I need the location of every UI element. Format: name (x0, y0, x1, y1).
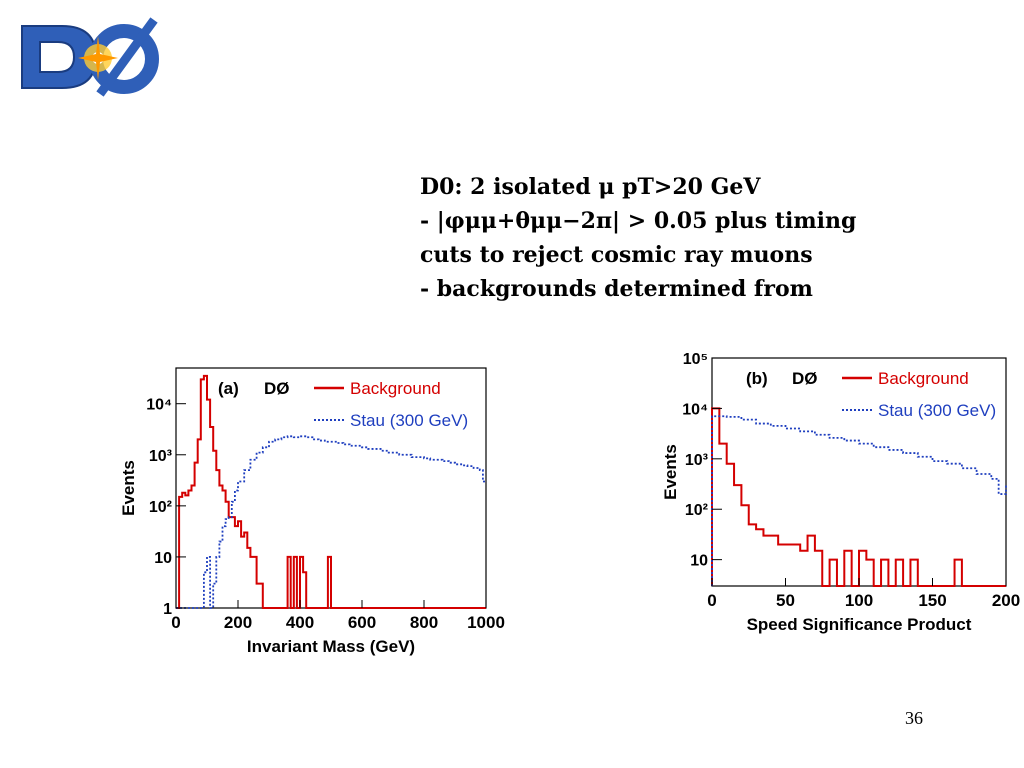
chart-a-ytick-label: 10³ (149, 448, 172, 465)
chart-speed-significance: 0 50 100 150 200 10 10² 10³ 10⁴ 10⁵ Speed Signific… (661, 352, 1020, 634)
chart-a-legend-label-background: Background (350, 379, 441, 398)
chart-b-xtick-label: 0 (707, 591, 716, 610)
chart-b-xtick-label: 150 (918, 591, 946, 610)
chart-a-ytick-label: 10 (154, 550, 172, 567)
chart-b-xtick-label: 100 (845, 591, 873, 610)
chart-a-xtick-label: 400 (286, 613, 314, 632)
chart-b-legend-label-stau: Stau (300 GeV) (878, 401, 996, 420)
chart-invariant-mass: 0 200 400 600 800 1000 1 10 10² 10³ 10⁴ Invariant M… (119, 367, 505, 656)
logo-slash (96, 17, 158, 97)
chart-a-xlabel: Invariant Mass (GeV) (247, 637, 415, 656)
chart-a-xtick-label: 800 (410, 613, 438, 632)
chart-a-ytick-label: 10⁴ (146, 397, 172, 414)
d0-logo: DØ (14, 14, 164, 100)
slide-text-line-4: - backgrounds determined from (420, 276, 813, 302)
chart-a-xtick-label: 200 (224, 613, 252, 632)
chart-b-ytick-label: 10 (690, 553, 708, 570)
chart-b-xtick-label: 200 (992, 591, 1020, 610)
slide-text-block: D0: 2 isolated μ pT>20 GeV - |φμμ+θμμ−2π… (420, 170, 980, 306)
chart-a-series-background (176, 374, 486, 609)
page-number: 36 (905, 708, 923, 728)
chart-b-ytick-label: 10⁵ (683, 352, 708, 368)
chart-a-ylabel: Events (119, 460, 138, 516)
chart-b-ytick-label: 10⁴ (682, 401, 708, 418)
chart-a-series-stau (176, 435, 486, 609)
chart-a-xtick-label: 0 (171, 613, 180, 632)
chart-a-panel-label: (a) (218, 379, 239, 398)
chart-b-legend-label-background: Background (878, 369, 969, 388)
chart-b-xlabel: Speed Significance Product (747, 615, 972, 634)
logo-d-letter (21, 25, 98, 89)
chart-b-panel-label: (b) (746, 369, 768, 388)
slide-text-line-2: - |φμμ+θμμ−2π| > 0.05 plus timing (420, 208, 857, 234)
chart-a-ytick-label: 1 (163, 601, 172, 618)
chart-b-xtick-label: 50 (776, 591, 795, 610)
chart-a-ytick-label: 10² (149, 499, 172, 516)
chart-b-series-background (711, 407, 1006, 587)
slide-text-line-3: cuts to reject cosmic ray muons (420, 242, 813, 268)
chart-b-experiment-label: DØ (792, 369, 818, 388)
logo-star-rays (78, 36, 118, 80)
chart-a-xtick-label: 1000 (467, 613, 505, 632)
chart-b-ytick-label: 10² (685, 502, 708, 519)
chart-a-legend-label-stau: Stau (300 GeV) (350, 411, 468, 430)
slide-text-line-1: D0: 2 isolated μ pT>20 GeV (420, 174, 761, 200)
chart-b-ylabel: Events (661, 444, 680, 500)
chart-a-experiment-label: DØ (264, 379, 290, 398)
chart-a-xtick-label: 600 (348, 613, 376, 632)
chart-b-ytick-label: 10³ (685, 452, 708, 469)
chart-b-frame (711, 357, 1007, 587)
